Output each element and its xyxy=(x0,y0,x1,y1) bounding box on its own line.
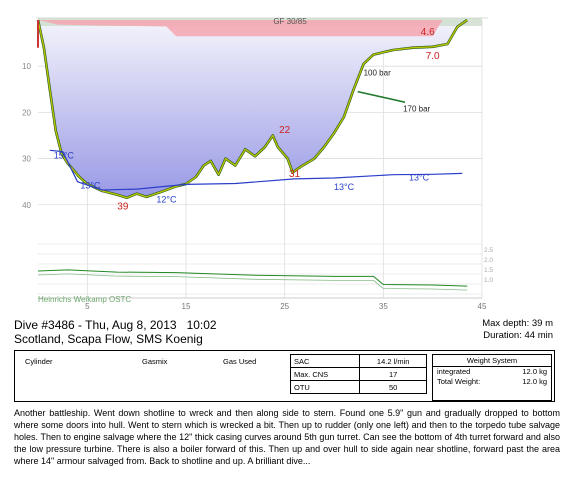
gf-label: GF 30/85 xyxy=(273,17,307,26)
dive-profile-chart: 5 15 25 35 45 10 20 30 40 GF 30/85 2.5 2.0 1.5 1.0 22 3… xyxy=(22,17,493,310)
dive-summary: Max depth: 39 m Duration: 44 min xyxy=(482,318,553,342)
x-tick-label: 35 xyxy=(379,302,388,310)
dive-location: Scotland, Scapa Flow, SMS Koenig xyxy=(14,332,203,346)
pressure-label: 170 bar xyxy=(403,104,430,113)
cylinder-header: Cylinder xyxy=(25,357,53,366)
weight-value: 12.0 kg xyxy=(522,377,547,386)
pressure-label: 100 bar xyxy=(364,68,391,77)
stats-row-otu: OTU 50 xyxy=(289,380,427,394)
temperature-label: 13°C xyxy=(409,173,430,183)
chart-areas xyxy=(38,18,482,198)
depth-line xyxy=(37,19,468,199)
watermark-label: Heinrichs Weikamp OSTC xyxy=(38,295,131,304)
sac-label: SAC xyxy=(289,354,361,368)
temperature-label: 13°C xyxy=(334,182,355,192)
depth-marker-label: 39 xyxy=(117,201,129,212)
y-tick-label: 20 xyxy=(22,108,31,117)
depth-marker-label: 22 xyxy=(279,125,291,136)
depth-marker-label: 7.0 xyxy=(426,51,440,62)
depth-profile-area xyxy=(38,20,468,198)
temperature-label: 13°C xyxy=(80,181,101,191)
gasmix-header: Gasmix xyxy=(142,357,168,366)
y-tick-label: 40 xyxy=(22,201,31,210)
x-tick-label: 45 xyxy=(478,302,487,310)
temperature-label: 15°C xyxy=(54,151,75,161)
duration: Duration: 44 min xyxy=(483,330,553,341)
chart-lines xyxy=(36,18,468,291)
weight-system-box: Weight System integrated 12.0 kg Total W… xyxy=(432,354,552,401)
otu-label: OTU xyxy=(289,380,361,394)
gas-scale-label: 2.0 xyxy=(484,257,493,264)
dive-details-table: Cylinder Gasmix Gas Used SAC 14.2 l/min … xyxy=(14,350,555,402)
dive-title: Dive #3486 - Thu, Aug 8, 2013 10:02 xyxy=(14,318,217,332)
gas-scale-label: 1.5 xyxy=(484,267,493,274)
weight-system-title: Weight System xyxy=(433,355,551,367)
gas-scale-label: 1.0 xyxy=(484,277,493,284)
tank-pressure-line xyxy=(37,269,468,287)
gas-used-header: Gas Used xyxy=(223,357,257,366)
weight-value: 12.0 kg xyxy=(522,367,547,376)
dive-header: Dive #3486 - Thu, Aug 8, 2013 10:02 Scot… xyxy=(14,318,217,346)
stats-table: SAC 14.2 l/min Max. CNS 17 OTU 50 xyxy=(289,354,427,394)
chart-labels: 5 15 25 35 45 10 20 30 40 GF 30/85 2.5 2.0 1.5 1.0 22 3… xyxy=(22,17,493,310)
weight-label: Total Weight: xyxy=(437,377,481,386)
x-tick-label: 25 xyxy=(280,302,289,310)
otu-value: 50 xyxy=(359,380,427,394)
weight-label: integrated xyxy=(437,367,471,376)
y-tick-label: 30 xyxy=(22,155,31,164)
pressure-indicator xyxy=(357,90,406,103)
stats-row-sac: SAC 14.2 l/min xyxy=(289,354,427,368)
tank-pressure-shadow-line xyxy=(37,273,468,291)
temperature-label: 12°C xyxy=(156,194,177,204)
ceiling-area xyxy=(38,20,482,37)
sac-value: 14.2 l/min xyxy=(359,354,427,368)
x-tick-label: 15 xyxy=(182,302,191,310)
cns-label: Max. CNS xyxy=(289,367,361,381)
dive-notes: Another battleship. Went down shotline t… xyxy=(14,408,560,466)
cns-value: 17 xyxy=(359,367,427,381)
x-tick-label: 5 xyxy=(85,302,90,310)
weight-row: Total Weight: 12.0 kg xyxy=(433,377,551,387)
temperature-line xyxy=(49,149,463,191)
max-depth: Max depth: 39 m xyxy=(482,318,553,329)
weight-row: integrated 12.0 kg xyxy=(433,367,551,377)
depth-marker-label: 4.6 xyxy=(421,27,435,38)
stats-row-cns: Max. CNS 17 xyxy=(289,367,427,381)
y-tick-label: 10 xyxy=(22,62,31,71)
gas-scale-label: 2.5 xyxy=(484,247,493,254)
depth-marker-label: 31 xyxy=(289,169,301,180)
